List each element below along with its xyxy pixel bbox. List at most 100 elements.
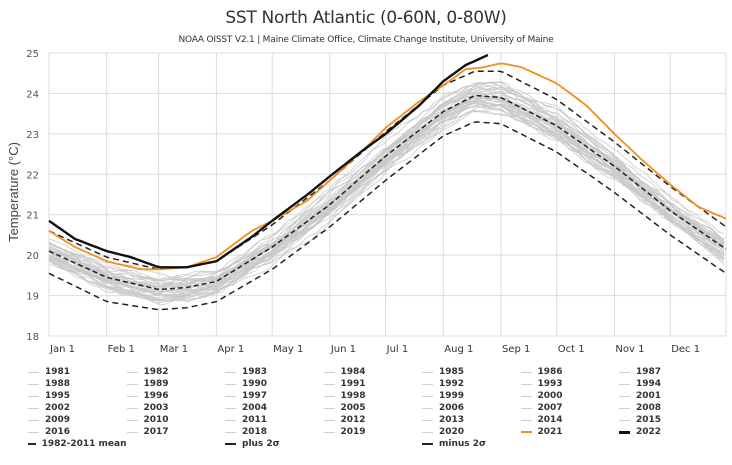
- legend-item-2005[interactable]: 2005: [323, 402, 423, 414]
- legend-item-2012[interactable]: 2012: [323, 414, 423, 426]
- legend-line-icon: [520, 395, 532, 397]
- legend-dash-icon: [225, 443, 236, 445]
- legend-line-icon: [619, 419, 630, 421]
- legend-item-2016[interactable]: 2016: [28, 426, 127, 438]
- legend-item-1981[interactable]: 1981: [28, 366, 127, 378]
- legend-item-2000[interactable]: 2000: [520, 390, 620, 402]
- year-line-2006: [48, 82, 725, 281]
- chart-title: SST North Atlantic (0-60N, 0-80W): [225, 8, 507, 28]
- y-tick-label: 25: [26, 49, 39, 60]
- legend-line-icon: [225, 431, 236, 433]
- legend-item-2008[interactable]: 2008: [619, 402, 718, 414]
- legend-label: 1999: [439, 391, 465, 401]
- legend-line-icon: [422, 419, 433, 421]
- legend-item-2006[interactable]: 2006: [422, 402, 521, 414]
- legend-line-icon: [520, 407, 532, 409]
- year-line-2016: [48, 105, 725, 302]
- legend-label: 1991: [340, 379, 366, 389]
- legend-item-1983[interactable]: 1983: [225, 366, 324, 378]
- legend-item-2009[interactable]: 2009: [28, 414, 127, 426]
- legend-item-2014[interactable]: 2014: [520, 414, 620, 426]
- legend-label: 2011: [242, 415, 268, 425]
- year-line-2009: [48, 84, 725, 279]
- legend-label: 2014: [537, 415, 563, 425]
- legend-line-icon: [619, 407, 630, 409]
- x-tick-label: Jan 1: [49, 344, 75, 355]
- legend-item-2004[interactable]: 2004: [225, 402, 324, 414]
- legend-label: 1983: [242, 367, 268, 377]
- legend-item-1985[interactable]: 1985: [422, 366, 521, 378]
- legend-item-2020[interactable]: 2020: [422, 426, 521, 438]
- legend-label: 2004: [242, 403, 268, 413]
- legend-item-2003[interactable]: 2003: [126, 402, 226, 414]
- legend-label: 2012: [340, 415, 366, 425]
- legend-item-2021[interactable]: 2021: [520, 426, 620, 438]
- legend-line-icon: [323, 371, 335, 373]
- legend-item-1990[interactable]: 1990: [225, 378, 324, 390]
- legend-item-1988[interactable]: 1988: [28, 378, 127, 390]
- legend-item-1982[interactable]: 1982: [126, 366, 226, 378]
- legend-label: 2021: [537, 427, 563, 437]
- legend-label: 1985: [439, 367, 465, 377]
- legend-line-icon: [323, 383, 335, 385]
- legend-label: 1994: [636, 379, 662, 389]
- legend-item-1995[interactable]: 1995: [28, 390, 127, 402]
- legend-item-1984[interactable]: 1984: [323, 366, 423, 378]
- legend-dash-icon: [28, 443, 36, 445]
- legend-line-icon: [422, 371, 433, 373]
- legend-item-minus-2-[interactable]: minus 2σ: [422, 438, 521, 450]
- legend-item-2017[interactable]: 2017: [126, 426, 226, 438]
- legend-item-1982-2011-mean[interactable]: 1982-2011 mean: [28, 438, 127, 450]
- legend-label: 1982-2011 mean: [41, 439, 127, 449]
- legend-item-plus-2-[interactable]: plus 2σ: [225, 438, 324, 450]
- legend-line-icon: [126, 371, 138, 373]
- x-tick-label: Feb 1: [108, 344, 135, 355]
- y-tick-label: 21: [26, 211, 39, 222]
- legend-item-1992[interactable]: 1992: [422, 378, 521, 390]
- legend-item-1997[interactable]: 1997: [225, 390, 324, 402]
- legend-line-icon: [422, 383, 433, 385]
- legend-item-1998[interactable]: 1998: [323, 390, 423, 402]
- legend-line-icon: [28, 371, 39, 373]
- legend-item-1987[interactable]: 1987: [619, 366, 718, 378]
- legend-label: 1990: [242, 379, 268, 389]
- legend-item-1999[interactable]: 1999: [422, 390, 521, 402]
- legend-row: 1995 1996 1997 1998 1999 2000 2001: [28, 390, 718, 402]
- legend-item-2013[interactable]: 2013: [422, 414, 521, 426]
- legend-row: 1988 1989 1990 1991 1992 1993 1994: [28, 378, 718, 390]
- legend-row: 2009 2010 2011 2012 2013 2014 2015: [28, 414, 718, 426]
- legend-label: 1992: [439, 379, 465, 389]
- legend-label: 1981: [45, 367, 71, 377]
- year-line-2010: [48, 81, 725, 282]
- legend-label: minus 2σ: [439, 439, 487, 449]
- legend-line-icon: [520, 383, 532, 385]
- legend-item-1994[interactable]: 1994: [619, 378, 718, 390]
- x-tick-label: Dec 1: [671, 344, 700, 355]
- legend-item-2019[interactable]: 2019: [323, 426, 423, 438]
- legend-label: 2005: [340, 403, 366, 413]
- legend-item-2011[interactable]: 2011: [225, 414, 324, 426]
- legend-label: 2022: [636, 427, 662, 437]
- legend-line-icon: [520, 371, 532, 373]
- legend-item-1991[interactable]: 1991: [323, 378, 423, 390]
- legend-line-icon: [323, 395, 335, 397]
- legend-row: 2002 2003 2004 2005 2006 2007 2008: [28, 402, 718, 414]
- legend-label: 2016: [45, 427, 71, 437]
- legend-label: 1995: [45, 391, 71, 401]
- legend-item-1996[interactable]: 1996: [126, 390, 226, 402]
- legend-item-1993[interactable]: 1993: [520, 378, 620, 390]
- legend-line-icon: [422, 431, 433, 433]
- legend-item-1989[interactable]: 1989: [126, 378, 226, 390]
- legend-item-2018[interactable]: 2018: [225, 426, 324, 438]
- legend-item-2022[interactable]: 2022: [619, 426, 718, 438]
- legend-item-2002[interactable]: 2002: [28, 402, 127, 414]
- legend-label: 2001: [636, 391, 662, 401]
- legend-label: 1986: [537, 367, 563, 377]
- legend-item-2007[interactable]: 2007: [520, 402, 620, 414]
- legend-item-2010[interactable]: 2010: [126, 414, 226, 426]
- legend-item-1986[interactable]: 1986: [520, 366, 620, 378]
- legend-item-2015[interactable]: 2015: [619, 414, 718, 426]
- legend-line-icon: [28, 407, 39, 409]
- legend-label: 2020: [439, 427, 465, 437]
- legend-item-2001[interactable]: 2001: [619, 390, 718, 402]
